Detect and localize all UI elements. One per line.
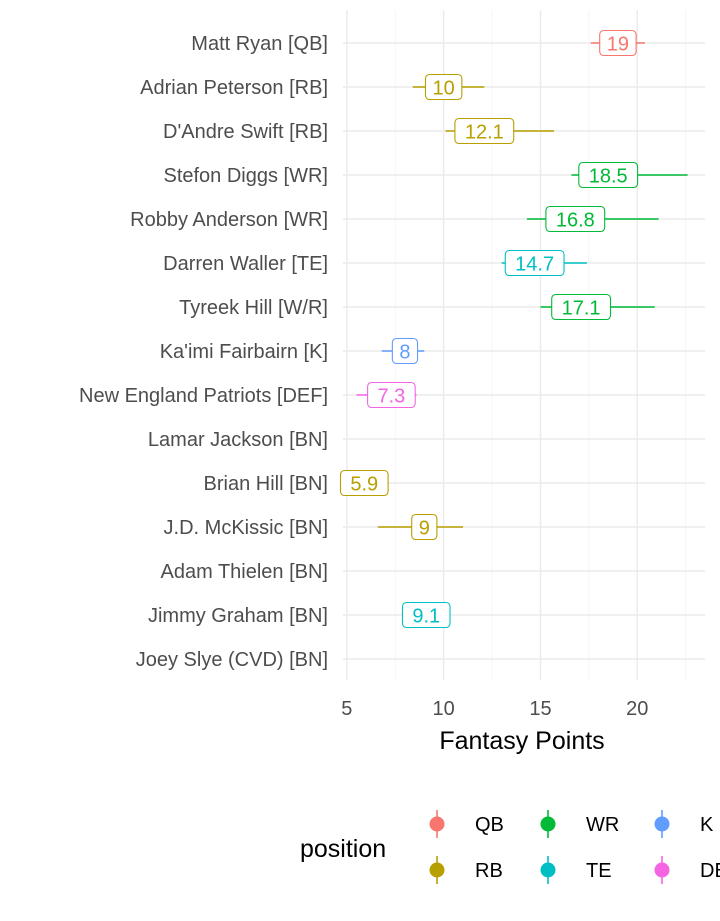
player-label: Matt Ryan [QB] [191,33,328,55]
legend-item: QB [429,810,504,838]
player-mark: 16.8 [526,205,659,233]
x-tick-label: 10 [433,698,455,720]
value-label: 5.9 [350,474,378,496]
legend-label: RB [475,860,503,882]
value-label-box [578,161,639,189]
player-label: Robby Anderson [WR] [130,209,328,231]
player-label: New England Patriots [DEF] [79,385,328,407]
legend-key-dot [654,862,670,878]
player-mark: 9.1 [401,601,451,629]
player-mark: 17.1 [540,293,655,321]
legend-key-dot [429,816,445,832]
player-label: Stefon Diggs [WR] [163,165,328,187]
player-label: J.D. McKissic [BN] [164,517,328,539]
x-tick-label: 5 [341,698,352,720]
legend-label: TE [586,860,612,882]
value-label-box [401,601,451,629]
value-label: 9 [419,518,430,540]
value-label: 9.1 [412,606,440,628]
x-tick-label: 20 [626,698,648,720]
player-mark: 9 [377,513,464,541]
player-label: D'Andre Swift [RB] [163,121,328,143]
player-label: Adrian Peterson [RB] [140,77,328,99]
value-label: 16.8 [556,210,595,232]
legend-key-dot [429,862,445,878]
player-label: Darren Waller [TE] [163,253,328,275]
player-mark: 10 [412,73,485,101]
value-label: 8 [399,342,410,364]
x-axis-title: Fantasy Points [439,727,604,755]
legend-item: RB [429,856,503,884]
value-label-box [504,249,565,277]
player-mark: 8 [381,337,425,365]
value-label: 18.5 [589,166,628,188]
value-label-box [367,381,416,409]
legend: position QB RB WR TE K DEF [300,810,720,884]
value-label-box [411,513,438,541]
legend-item: K [654,810,714,838]
legend-item: WR [540,810,619,838]
x-tick-label: 15 [529,698,551,720]
value-label: 17.1 [562,298,601,320]
player-label: Jimmy Graham [BN] [148,605,328,627]
player-label: Brian Hill [BN] [204,473,328,495]
legend-item: TE [540,856,612,884]
legend-label: QB [475,814,504,836]
player-label: Adam Thielen [BN] [161,561,329,583]
value-label: 7.3 [377,386,405,408]
value-label: 12.1 [465,122,504,144]
value-label: 19 [607,34,629,56]
value-label-box [551,293,612,321]
player-mark: 5.9 [339,469,389,497]
value-label-box [599,29,637,57]
player-label: Ka'imi Fairbairn [K] [160,341,328,363]
x-axis: 5 10 15 20 [341,698,648,720]
legend-label: WR [586,814,619,836]
value-label-box [424,73,463,101]
player-mark: 12.1 [445,117,555,145]
player-mark: 7.3 [356,381,417,409]
player-label: Lamar Jackson [BN] [148,429,328,451]
player-label: Joey Slye (CVD) [BN] [136,649,328,671]
player-mark: 18.5 [571,161,688,189]
player-labels: Matt Ryan [QB] Adrian Peterson [RB] D'Andr… [79,33,328,671]
legend-key-dot [654,816,670,832]
legend-item: DEF [654,856,720,884]
legend-label: DEF [700,860,720,882]
player-mark: 14.7 [501,249,587,277]
value-label-box [545,205,606,233]
player-mark: 19 [590,29,645,57]
value-label-box [454,117,515,145]
player-label: Tyreek Hill [W/R] [179,297,328,319]
legend-key-dot [540,862,556,878]
legend-key-dot [540,816,556,832]
value-label-box [391,337,419,365]
legend-label: K [700,814,714,836]
value-label: 14.7 [515,254,554,276]
data-marks: 19 10 12.1 18.5 16.814.7 17.1 8 7.3 5.9 9 9.1 [339,29,688,629]
value-label-box [339,469,389,497]
legend-title: position [300,835,386,863]
value-label: 10 [433,78,455,100]
